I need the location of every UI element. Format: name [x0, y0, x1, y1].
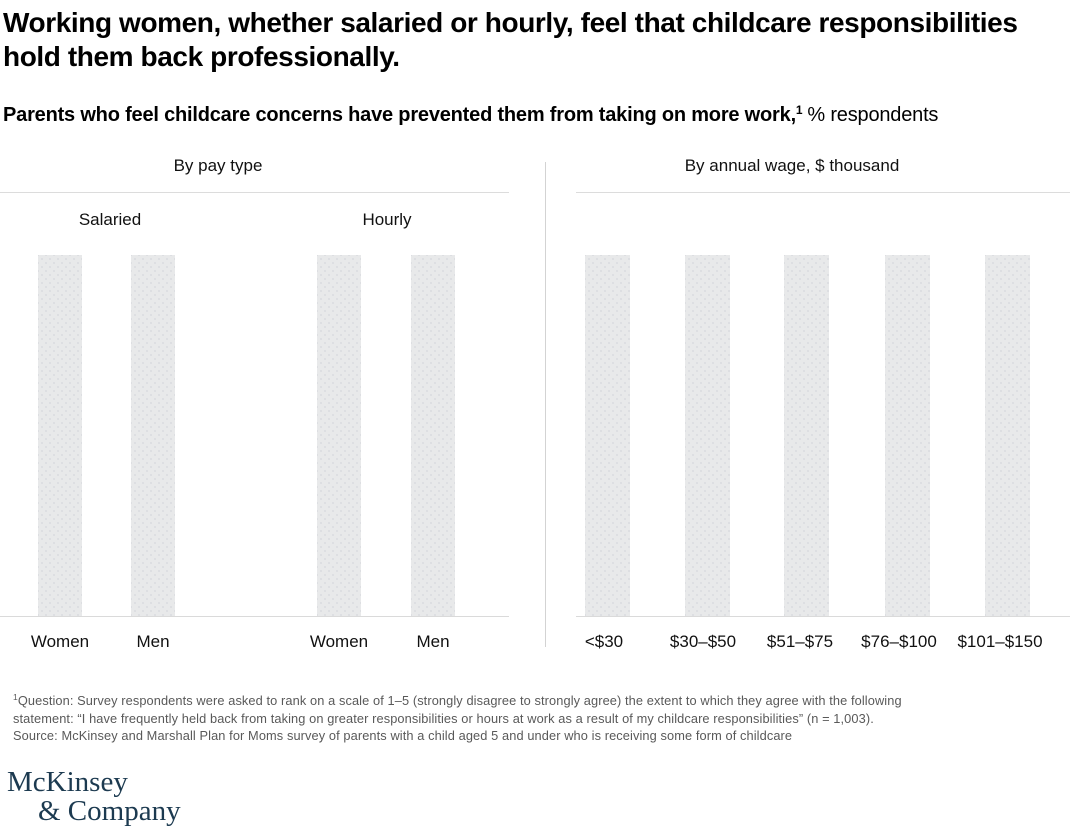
logo-line-1: McKinsey — [7, 766, 128, 798]
bar-wage-30-50 — [685, 255, 730, 616]
chart-subtitle-unit: % respondents — [807, 104, 939, 126]
chart-title-line-1: Working women, whether salaried or hourl… — [3, 7, 1018, 38]
footnote-marker: 1 — [13, 692, 18, 702]
left-panel-title: By pay type — [173, 156, 263, 175]
group-label-hourly: Hourly — [362, 210, 412, 229]
right-axis-baseline — [576, 616, 1070, 617]
cat-label-51-75: $51–$75 — [766, 632, 834, 651]
source-line: Source: McKinsey and Marshall Plan for M… — [13, 728, 793, 744]
bar-salaried-women — [38, 255, 82, 616]
chart-subtitle: Parents who feel childcare concerns have… — [3, 103, 938, 127]
bar-wage-51-75 — [784, 255, 829, 616]
cat-label-hourly-women: Women — [309, 632, 369, 651]
right-panel-title: By annual wage, $ thousand — [684, 156, 900, 175]
bar-wage-under-30 — [585, 255, 630, 616]
chart-title-line-2: hold them back professionally. — [3, 41, 400, 72]
chart-subtitle-bold: Parents who feel childcare concerns have… — [3, 104, 796, 126]
left-axis-baseline — [0, 616, 509, 617]
cat-label-salaried-women: Women — [30, 632, 90, 651]
cat-label-salaried-men: Men — [136, 632, 170, 651]
cat-label-hourly-men: Men — [416, 632, 450, 651]
bar-salaried-men — [131, 255, 175, 616]
group-label-salaried: Salaried — [78, 210, 142, 229]
subtitle-footnote-marker: 1 — [795, 103, 803, 117]
footnote: 1Question: Survey respondents were asked… — [13, 689, 902, 745]
panel-divider — [545, 162, 546, 647]
footnote-line-2: statement: “I have frequently held back … — [13, 710, 874, 726]
cat-label-30-50: $30–$50 — [669, 632, 737, 651]
right-panel-rule — [576, 192, 1070, 193]
cat-label-101-150: $101–$150 — [957, 632, 1043, 651]
chart-title: Working women, whether salaried or hourl… — [3, 6, 1018, 74]
bar-wage-76-100 — [885, 255, 930, 616]
logo-line-2: & Company — [38, 795, 181, 827]
mckinsey-logo: McKinsey & Company — [7, 768, 181, 826]
bar-hourly-men — [411, 255, 455, 616]
footnote-line-1: 1Question: Survey respondents were asked… — [13, 692, 902, 708]
bar-wage-101-150 — [985, 255, 1030, 616]
cat-label-under-30: <$30 — [584, 632, 624, 651]
left-panel-rule — [0, 192, 509, 193]
cat-label-76-100: $76–$100 — [861, 632, 937, 651]
bar-hourly-women — [317, 255, 361, 616]
